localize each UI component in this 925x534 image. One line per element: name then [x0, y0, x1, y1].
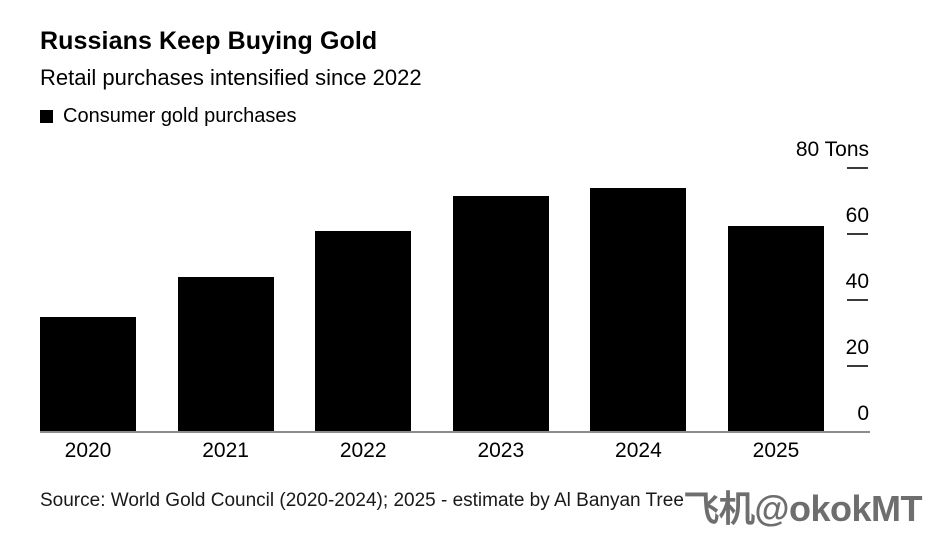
y-tick-line-20 — [847, 365, 868, 367]
y-axis-label-60: 60 — [845, 204, 869, 227]
x-axis-label-2022: 2022 — [339, 439, 387, 462]
bar-2021 — [177, 276, 274, 432]
y-axis-label-40: 40 — [845, 270, 869, 293]
watermark: 飞机@okokMT — [683, 488, 922, 529]
x-axis-label-2024: 2024 — [615, 439, 662, 462]
chart-title: Russians Keep Buying Gold — [40, 27, 378, 55]
legend: Consumer gold purchases — [40, 105, 296, 128]
y-axis-label-20: 20 — [845, 336, 869, 359]
bar-2023 — [452, 196, 549, 432]
x-axis-label-2025: 2025 — [752, 439, 800, 462]
legend-label: Consumer gold purchases — [63, 105, 297, 127]
y-axis-label-0: 0 — [857, 402, 869, 425]
y-axis-label-80: 80 Tons — [795, 138, 869, 161]
chart-subtitle: Retail purchases intensified since 2022 — [40, 65, 422, 90]
y-tick-line-60 — [847, 233, 868, 235]
source-note: Source: World Gold Council (2020-2024); … — [40, 490, 684, 511]
bar-2020 — [40, 316, 136, 432]
x-axis-line — [40, 431, 870, 433]
x-axis-label-2023: 2023 — [477, 439, 525, 462]
y-tick-line-40 — [847, 299, 868, 301]
x-axis-label-2021: 2021 — [202, 439, 249, 462]
bar-2024 — [590, 187, 687, 432]
bar-2025 — [728, 225, 824, 432]
legend-swatch-icon — [40, 110, 53, 123]
y-tick-line-80 — [847, 167, 868, 169]
bar-2022 — [315, 230, 412, 432]
x-axis-label-2020: 2020 — [64, 439, 112, 462]
